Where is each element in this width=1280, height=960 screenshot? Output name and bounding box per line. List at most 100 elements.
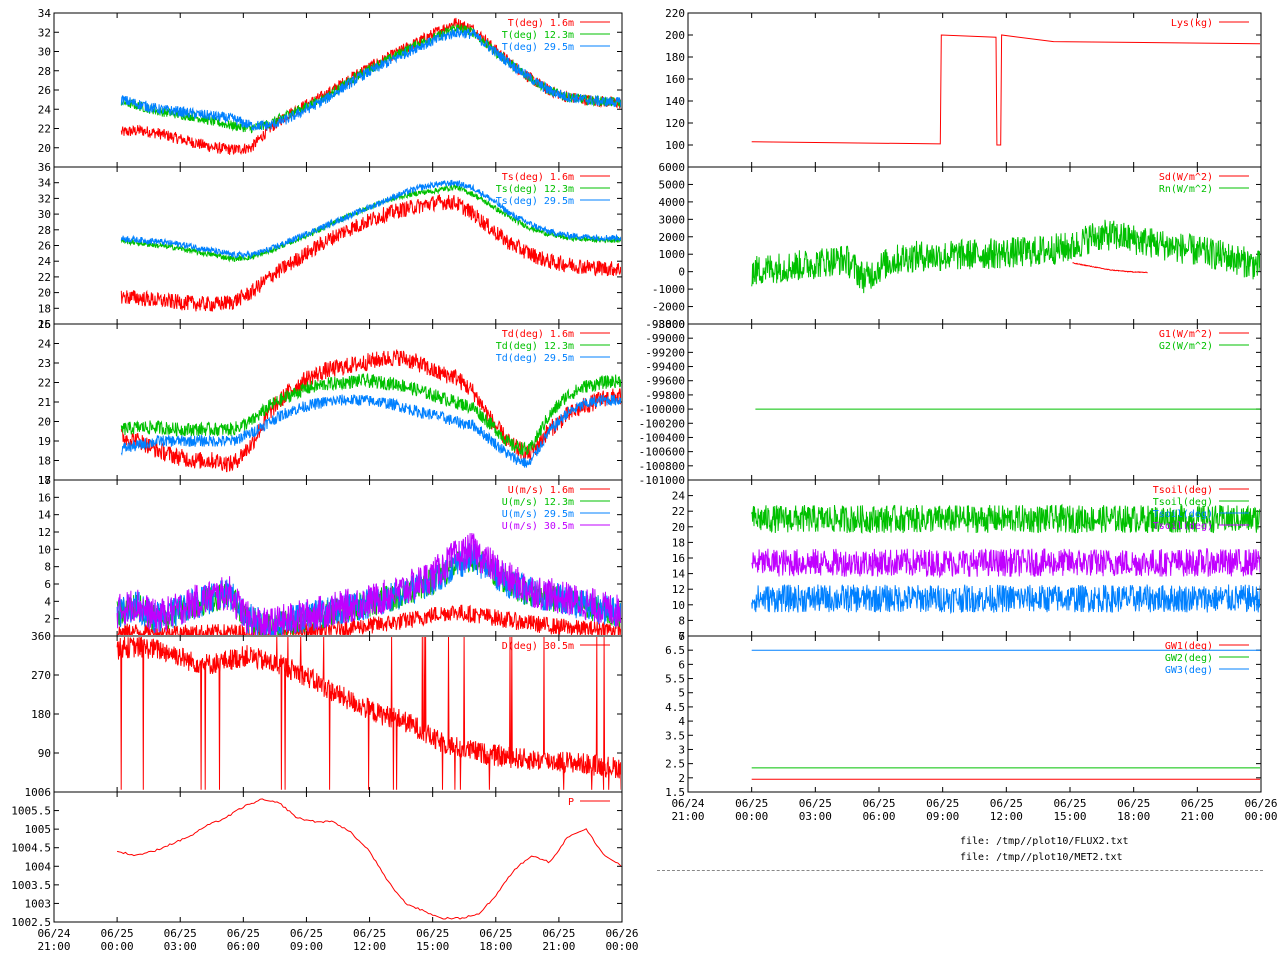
x-tick-label-time: 15:00 bbox=[416, 940, 449, 953]
y-tick-label: 180 bbox=[665, 51, 685, 64]
legend-label: Rn(W/m^2) bbox=[1159, 184, 1213, 195]
x-tick-label-date: 06/25 bbox=[164, 927, 197, 940]
y-tick-label: 2.5 bbox=[665, 758, 685, 771]
plot-frame bbox=[687, 635, 1262, 793]
legend-label: P bbox=[568, 797, 574, 808]
legend-label: U(m/s) 1.6m bbox=[508, 485, 574, 496]
x-tick-label-time: 18:00 bbox=[479, 940, 512, 953]
y-tick-label: 22 bbox=[38, 123, 51, 136]
y-tick-label: 5.5 bbox=[665, 673, 685, 686]
legend-label: T(deg) 1.6m bbox=[508, 18, 574, 29]
y-tick-label: 4 bbox=[678, 715, 685, 728]
x-tick-label-date: 06/25 bbox=[353, 927, 386, 940]
x-tick-label-date: 06/25 bbox=[101, 927, 134, 940]
panel-p: 1002.5 1003 1003.5 1004 1004.5 1005 1005.5 1006… bbox=[11, 786, 638, 953]
panel-g: -101000-100800-100600 -100400-100200-1000… bbox=[639, 318, 1262, 487]
y-tick-label: 14 bbox=[38, 509, 52, 522]
y-tick-label: 140 bbox=[665, 95, 685, 108]
y-tick-label: 2000 bbox=[659, 231, 686, 244]
y-tick-label: 360 bbox=[31, 630, 51, 643]
y-tick-label: 0 bbox=[678, 266, 685, 279]
y-tick-label: 6.5 bbox=[665, 644, 685, 657]
y-tick-label: -99000 bbox=[645, 332, 685, 345]
x-tick-label-date: 06/26 bbox=[605, 927, 638, 940]
y-tick-label: 6 bbox=[678, 658, 685, 671]
x-tick-label-time: 03:00 bbox=[164, 940, 197, 953]
y-tick-label: -100000 bbox=[639, 403, 685, 416]
legend-label: Lys(kg) bbox=[1171, 18, 1213, 29]
series-line-td-0 bbox=[120, 349, 621, 473]
y-tick-label: 1.5 bbox=[665, 786, 685, 799]
x-tick-label-time: 00:00 bbox=[735, 810, 768, 823]
x-tick-label-time: 00:00 bbox=[101, 940, 134, 953]
series-line-sd-0 bbox=[1072, 262, 1148, 274]
y-tick-label: 18 bbox=[672, 536, 685, 549]
x-tick-label-date: 06/25 bbox=[1053, 797, 1086, 810]
y-tick-label: 30 bbox=[38, 46, 51, 59]
y-tick-label: 10 bbox=[38, 543, 51, 556]
y-tick-label: 5000 bbox=[659, 178, 686, 191]
x-tick-label-date: 06/25 bbox=[735, 797, 768, 810]
y-tick-label: -99200 bbox=[645, 346, 685, 359]
series-line-ts-0 bbox=[120, 194, 621, 312]
legend-label: U(m/s) 12.3m bbox=[502, 497, 574, 508]
y-tick-label: 1005.5 bbox=[11, 805, 51, 818]
legend-label: Tsoil(deg) bbox=[1153, 497, 1213, 508]
y-tick-label: -100600 bbox=[639, 446, 685, 459]
y-tick-label: -98800 bbox=[645, 318, 685, 331]
x-tick-label-time: 09:00 bbox=[926, 810, 959, 823]
y-tick-label: -99800 bbox=[645, 389, 685, 402]
x-tick-label-time: 18:00 bbox=[1117, 810, 1150, 823]
y-tick-label: 34 bbox=[38, 177, 52, 190]
plot-frame bbox=[53, 791, 623, 923]
y-tick-label: 16 bbox=[38, 318, 51, 331]
y-tick-label: 20 bbox=[38, 142, 51, 155]
y-tick-label: 1003.5 bbox=[11, 879, 51, 892]
y-tick-label: 160 bbox=[665, 73, 685, 86]
panel-t: 20 22 24 26 28 30 32 34 T(deg) 1.6mT(deg) 12.3mT… bbox=[38, 7, 623, 168]
y-tick-label: 220 bbox=[665, 7, 685, 20]
legend-label: Td(deg) 1.6m bbox=[502, 329, 574, 340]
y-tick-label: 4000 bbox=[659, 196, 686, 209]
plot-frame bbox=[53, 635, 623, 793]
x-tick-label-date: 06/25 bbox=[542, 927, 575, 940]
y-tick-label: 12 bbox=[38, 526, 51, 539]
x-tick-label-time: 03:00 bbox=[799, 810, 832, 823]
y-tick-label: 17 bbox=[38, 474, 51, 487]
series-line-d-0 bbox=[116, 637, 621, 790]
y-tick-label: 10 bbox=[672, 599, 685, 612]
y-tick-label: 1000 bbox=[659, 248, 686, 261]
y-tick-label: 90 bbox=[38, 747, 51, 760]
file-line-2: file: /tmp//plot10/MET2.txt bbox=[960, 852, 1123, 863]
y-tick-label: -100400 bbox=[639, 431, 685, 444]
series-line-u-0 bbox=[116, 604, 621, 635]
panel-sd: -3000 -2000 -1000 0 1000 2000 3000 4000 5000 6000… bbox=[652, 161, 1262, 331]
legend-label: Ts(deg) 12.3m bbox=[496, 184, 574, 195]
panel-gw: 1.522.533.544.555.566.5706/2421:0006/250… bbox=[665, 630, 1277, 823]
y-tick-label: 18 bbox=[38, 302, 51, 315]
y-tick-label: 16 bbox=[672, 552, 685, 565]
y-tick-label: 28 bbox=[38, 224, 51, 237]
y-tick-label: 22 bbox=[38, 271, 51, 284]
legend-label: GW3(deg) bbox=[1165, 665, 1213, 676]
y-tick-label: 20 bbox=[672, 521, 685, 534]
y-tick-label: 1003 bbox=[25, 897, 52, 910]
y-tick-label: 12 bbox=[672, 583, 685, 596]
legend-label: GW2(deg) bbox=[1165, 653, 1213, 664]
legend-label: Td(deg) 29.5m bbox=[496, 353, 574, 364]
legend-label: Sd(W/m^2) bbox=[1159, 172, 1213, 183]
file-list: file: /tmp//plot10/FLUX2.txt file: /tmp//… bbox=[960, 834, 1129, 866]
legend-label: U(m/s) 30.5m bbox=[502, 521, 574, 532]
y-tick-label: 24 bbox=[38, 103, 52, 116]
series-line-p-0 bbox=[116, 798, 621, 920]
series-line-tsoil-2 bbox=[751, 584, 1260, 615]
legend-label: T(deg) 29.5m bbox=[502, 42, 574, 53]
y-tick-label: 22 bbox=[38, 377, 51, 390]
legend-label: G1(W/m^2) bbox=[1159, 329, 1213, 340]
legend-label: Td(deg) 12.3m bbox=[496, 341, 574, 352]
x-tick-label-date: 06/26 bbox=[1244, 797, 1277, 810]
